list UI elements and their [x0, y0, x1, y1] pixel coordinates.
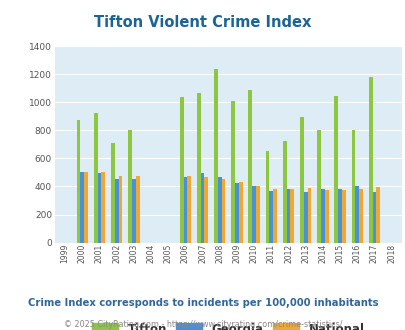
- Bar: [200, 173, 204, 243]
- Bar: [179, 97, 183, 243]
- Bar: [372, 192, 375, 243]
- Bar: [286, 188, 290, 243]
- Bar: [187, 176, 191, 243]
- Text: Crime Index corresponds to incidents per 100,000 inhabitants: Crime Index corresponds to incidents per…: [28, 298, 377, 308]
- Bar: [269, 191, 273, 243]
- Bar: [118, 176, 122, 243]
- Bar: [132, 180, 135, 243]
- Bar: [320, 188, 324, 243]
- Bar: [351, 130, 354, 243]
- Bar: [341, 190, 345, 243]
- Bar: [290, 188, 294, 243]
- Bar: [80, 172, 84, 243]
- Bar: [221, 179, 225, 243]
- Bar: [135, 176, 139, 243]
- Bar: [368, 77, 372, 243]
- Bar: [231, 101, 234, 243]
- Bar: [101, 172, 105, 243]
- Bar: [196, 93, 200, 243]
- Bar: [234, 183, 238, 243]
- Bar: [111, 143, 115, 243]
- Bar: [337, 188, 341, 243]
- Bar: [213, 69, 217, 243]
- Bar: [358, 188, 362, 243]
- Bar: [265, 151, 269, 243]
- Bar: [77, 120, 80, 243]
- Bar: [238, 182, 242, 243]
- Bar: [303, 192, 307, 243]
- Bar: [204, 177, 208, 243]
- Bar: [217, 177, 221, 243]
- Bar: [316, 130, 320, 243]
- Text: Tifton Violent Crime Index: Tifton Violent Crime Index: [94, 15, 311, 30]
- Bar: [248, 90, 252, 243]
- Bar: [183, 177, 187, 243]
- Bar: [97, 173, 101, 243]
- Bar: [334, 96, 337, 243]
- Text: © 2025 CityRating.com - https://www.cityrating.com/crime-statistics/: © 2025 CityRating.com - https://www.city…: [64, 319, 341, 329]
- Bar: [84, 172, 88, 243]
- Bar: [282, 141, 286, 243]
- Bar: [307, 188, 311, 243]
- Bar: [115, 179, 118, 243]
- Bar: [273, 188, 276, 243]
- Bar: [128, 130, 132, 243]
- Bar: [375, 187, 379, 243]
- Bar: [299, 117, 303, 243]
- Bar: [252, 186, 256, 243]
- Bar: [94, 113, 97, 243]
- Legend: Tifton, Georgia, National: Tifton, Georgia, National: [92, 323, 364, 330]
- Bar: [354, 186, 358, 243]
- Bar: [256, 186, 259, 243]
- Bar: [324, 190, 328, 243]
